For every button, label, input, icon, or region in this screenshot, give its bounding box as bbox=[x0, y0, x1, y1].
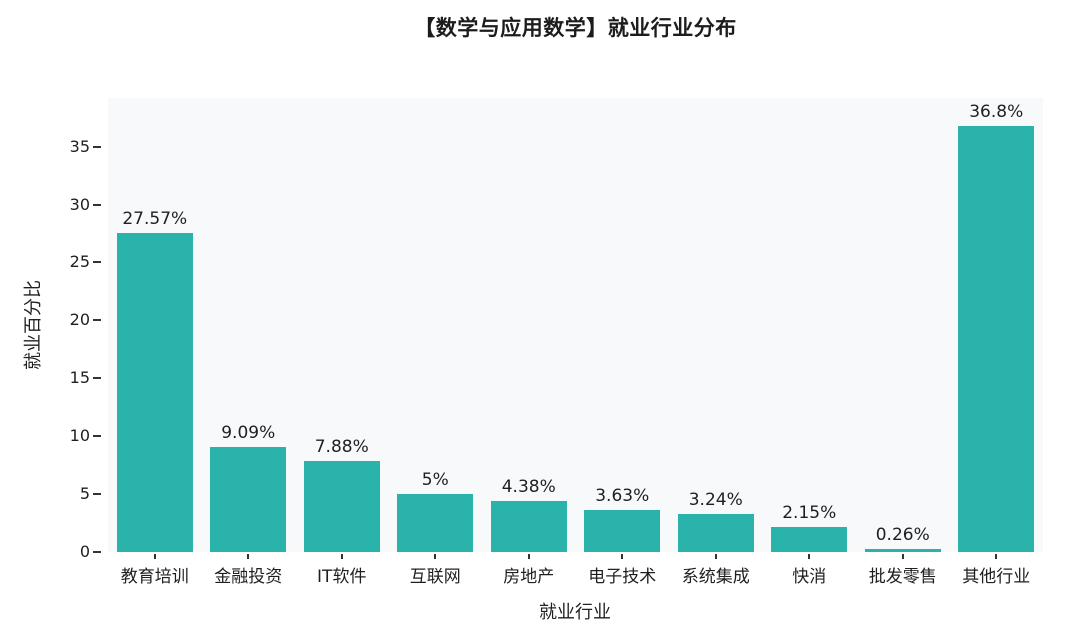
y-tick-label: 35 bbox=[69, 136, 90, 156]
y-tick-label: 30 bbox=[69, 194, 90, 214]
y-tick-label: 0 bbox=[79, 542, 90, 561]
bar-value-label: 36.8% bbox=[969, 101, 1024, 122]
x-tick-label: 快消 bbox=[792, 567, 827, 587]
y-tick-mark bbox=[93, 551, 101, 553]
chart-title: 【数学与应用数学】就业行业分布 bbox=[414, 16, 737, 40]
bar bbox=[864, 548, 941, 552]
y-tick-mark bbox=[93, 493, 101, 496]
x-tick-label: 金融投资 bbox=[214, 567, 283, 587]
bar-value-label: 5% bbox=[421, 470, 449, 491]
y-tick-mark bbox=[93, 203, 101, 206]
bar bbox=[116, 232, 193, 552]
bar-value-label: 27.57% bbox=[122, 208, 188, 229]
bar-value-label: 2.15% bbox=[782, 503, 837, 524]
x-axis-title: 就业行业 bbox=[539, 602, 611, 623]
y-tick-label: 15 bbox=[69, 368, 90, 388]
bar bbox=[490, 501, 567, 552]
y-tick-mark bbox=[93, 145, 101, 148]
x-tick-mark bbox=[808, 554, 811, 559]
bar-value-label: 7.88% bbox=[314, 436, 369, 457]
bar bbox=[210, 446, 287, 552]
bar-value-label: 3.63% bbox=[595, 485, 650, 506]
x-tick-mark bbox=[340, 554, 343, 559]
bar bbox=[584, 509, 661, 552]
x-tick-mark bbox=[153, 554, 156, 559]
x-tick-label: 系统集成 bbox=[681, 567, 750, 587]
x-tick-mark bbox=[901, 554, 904, 559]
x-tick-mark bbox=[621, 554, 624, 559]
bar-value-label: 9.09% bbox=[221, 422, 276, 443]
y-tick-label: 10 bbox=[69, 426, 90, 446]
x-tick-label: 房地产 bbox=[503, 567, 555, 587]
y-tick-mark bbox=[93, 435, 101, 438]
y-tick-label: 20 bbox=[69, 310, 90, 330]
x-tick-label: 电子技术 bbox=[588, 567, 657, 587]
bar bbox=[397, 494, 474, 552]
y-tick-label: 25 bbox=[69, 252, 90, 272]
bar bbox=[303, 460, 380, 552]
bar-value-label: 4.38% bbox=[501, 477, 556, 498]
x-tick-label: 其他行业 bbox=[962, 567, 1031, 587]
y-tick-label: 5 bbox=[79, 484, 90, 504]
x-tick-mark bbox=[995, 554, 998, 559]
x-tick-label: 教育培训 bbox=[120, 567, 189, 587]
y-tick-mark bbox=[93, 319, 101, 322]
bar-value-label: 0.26% bbox=[875, 524, 930, 545]
bar bbox=[958, 125, 1035, 552]
x-tick-label: 批发零售 bbox=[868, 567, 937, 587]
y-tick-mark bbox=[93, 261, 101, 264]
bar bbox=[771, 527, 848, 552]
x-tick-label: 互联网 bbox=[409, 567, 461, 587]
bar-value-label: 3.24% bbox=[688, 490, 743, 511]
bar bbox=[677, 514, 754, 552]
x-tick-mark bbox=[714, 554, 717, 559]
x-tick-mark bbox=[247, 554, 250, 559]
x-tick-mark bbox=[434, 554, 437, 559]
x-tick-mark bbox=[527, 554, 530, 559]
x-tick-label: IT软件 bbox=[317, 567, 367, 587]
y-tick-mark bbox=[93, 377, 101, 380]
